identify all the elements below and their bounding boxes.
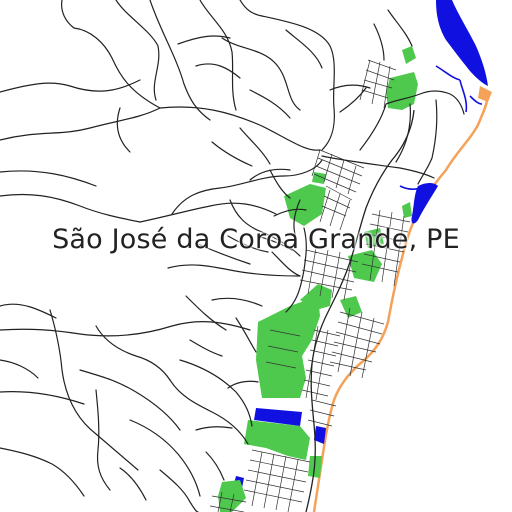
pond bbox=[314, 426, 326, 444]
lagoon bbox=[411, 183, 438, 224]
water-channel bbox=[399, 65, 483, 191]
green-areas bbox=[218, 46, 418, 512]
beach-coastline bbox=[312, 89, 489, 512]
river-estuary bbox=[436, 0, 488, 86]
beach-cape bbox=[478, 86, 492, 102]
road-network bbox=[0, 0, 465, 512]
map-title: São José da Coroa Grande, PE bbox=[52, 224, 460, 255]
urban-street-grid bbox=[209, 59, 411, 512]
coastal-highway bbox=[305, 109, 415, 512]
reservoir-south bbox=[254, 408, 302, 426]
